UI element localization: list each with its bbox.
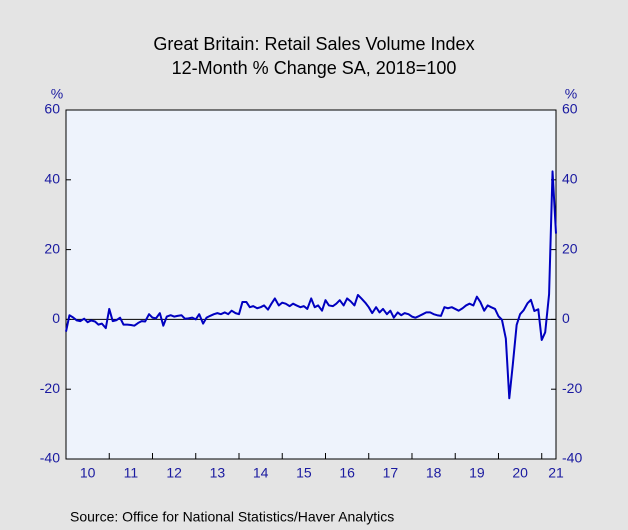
y2-axis-label: %: [565, 86, 577, 102]
x-tick-label: 21: [548, 465, 564, 481]
y-tick-label: 40: [44, 171, 60, 187]
y-tick-label: -20: [40, 380, 60, 396]
chart-subtitle: 12-Month % Change SA, 2018=100: [172, 58, 457, 78]
x-tick-label: 17: [383, 465, 399, 481]
chart-title: Great Britain: Retail Sales Volume Index: [153, 34, 474, 54]
y2-tick-label: 40: [562, 171, 578, 187]
x-tick-label: 10: [80, 465, 96, 481]
y-tick-label: -40: [40, 450, 60, 466]
data-line: [65, 170, 557, 400]
x-tick-label: 20: [512, 465, 528, 481]
source: Source: Office for National Statistics/H…: [70, 509, 394, 525]
x-tick-label: 12: [166, 465, 182, 481]
y2-tick-label: -20: [562, 380, 582, 396]
x-tick-label: 16: [339, 465, 355, 481]
y2-tick-label: 0: [562, 310, 570, 326]
x-tick-label: 14: [253, 465, 269, 481]
x-tick-label: 18: [426, 465, 442, 481]
y-axis-label: %: [51, 86, 63, 102]
x-tick-label: 19: [469, 465, 485, 481]
x-tick-label: 13: [210, 465, 226, 481]
y-tick-label: 0: [52, 310, 60, 326]
x-tick-label: 11: [124, 465, 139, 481]
x-tick-label: 15: [296, 465, 312, 481]
y2-tick-label: 60: [562, 101, 578, 117]
y-tick-label: 60: [44, 101, 60, 117]
plot-area: [65, 109, 557, 460]
y2-tick-label: -40: [562, 450, 582, 466]
y-tick-label: 20: [44, 240, 60, 256]
y2-tick-label: 20: [562, 240, 578, 256]
